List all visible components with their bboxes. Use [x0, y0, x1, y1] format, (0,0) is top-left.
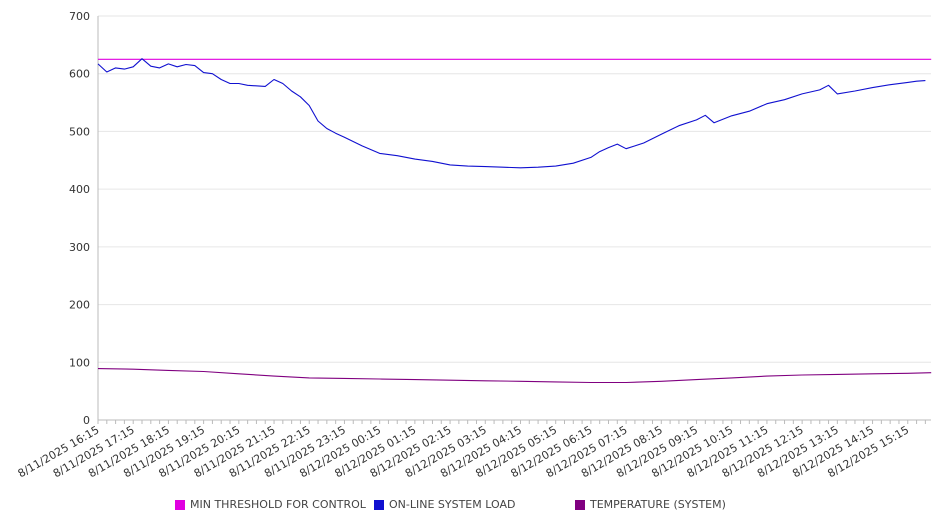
legend-swatch-temperature [575, 500, 585, 510]
legend-label-temperature: TEMPERATURE (SYSTEM) [590, 498, 726, 511]
y-tick-label: 400 [69, 183, 90, 196]
series-lines [97, 58, 932, 384]
y-tick-label: 300 [69, 241, 90, 254]
series-line-temperature-system [97, 368, 932, 384]
legend-label-system-load: ON-LINE SYSTEM LOAD [389, 498, 516, 511]
y-axis-ticks: 0 100 200 300 400 500 600 700 [69, 10, 90, 427]
legend-swatch-system-load [374, 500, 384, 510]
x-axis-ticks: 8/11/2025 16:158/11/2025 17:158/11/2025 … [16, 423, 912, 480]
y-tick-label: 700 [69, 10, 90, 23]
legend-item-temperature[interactable]: TEMPERATURE (SYSTEM) [575, 498, 726, 512]
legend-item-min-threshold[interactable]: MIN THRESHOLD FOR CONTROL [175, 498, 366, 512]
chart-legend: MIN THRESHOLD FOR CONTROL ON-LINE SYSTEM… [0, 498, 946, 514]
y-tick-label: 0 [83, 414, 90, 427]
legend-label-min-threshold: MIN THRESHOLD FOR CONTROL [190, 498, 366, 511]
y-tick-label: 600 [69, 68, 90, 81]
legend-swatch-min-threshold [175, 500, 185, 510]
y-tick-label: 200 [69, 299, 90, 312]
legend-item-system-load[interactable]: ON-LINE SYSTEM LOAD [374, 498, 515, 512]
y-tick-label: 500 [69, 125, 90, 138]
grid-lines [98, 15, 931, 363]
axes [97, 16, 931, 424]
series-line-on-line-system-load [97, 58, 926, 169]
y-tick-label: 100 [69, 356, 90, 369]
